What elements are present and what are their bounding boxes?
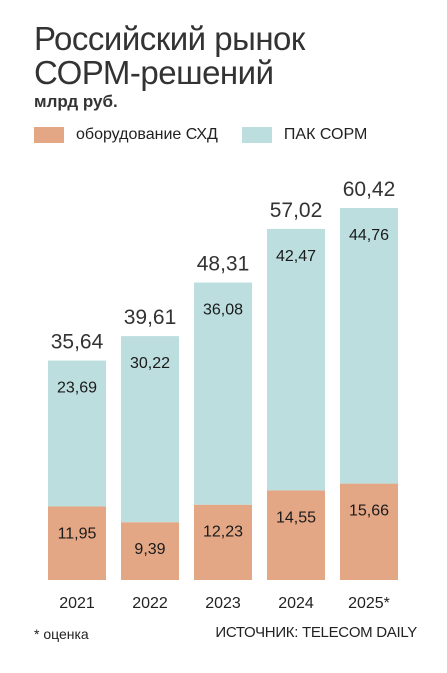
bar-segment [267,490,325,580]
bar-total-label: 39,61 [124,306,177,329]
bar-value-label: 30,22 [130,355,170,372]
bar-value-label: 12,23 [203,524,243,541]
source-label: ИСТОЧНИК: TELECOM DAILY [215,624,417,641]
legend-swatch-storage [34,127,64,143]
legend-label-sorm: ПАК СОРМ [283,126,368,143]
x-tick-label: 2025* [348,595,390,612]
bar-value-label: 44,76 [349,227,389,244]
bar-segment [48,506,106,580]
x-tick-label: 2021 [59,595,95,612]
bar-segment [121,336,179,523]
legend-swatch-sorm [241,127,272,143]
bar-segment [194,282,252,505]
bar-segment [340,208,398,484]
bar-value-label: 42,47 [276,248,316,265]
bar-total-label: 60,42 [343,178,396,201]
bar-segment [267,228,325,491]
legend-item-sorm: ПАК СОРМ [241,126,368,144]
bar-total-label: 48,31 [197,253,250,276]
bar-segment [121,522,179,580]
footnote: * оценка [34,626,89,642]
bar-value-label: 23,69 [57,380,97,397]
bar-segment [194,504,252,580]
legend: оборудование СХД ПАК СОРМ [34,126,381,144]
bar-segment [48,360,106,507]
legend-item-storage: оборудование СХД [34,126,218,144]
bar-total-label: 35,64 [51,331,104,354]
x-tick-label: 2023 [205,595,241,612]
x-tick-label: 2022 [132,595,168,612]
bar-value-label: 9,39 [134,541,165,558]
bar-total-label: 57,02 [270,199,323,222]
chart-unit: млрд руб. [34,92,118,111]
legend-label-storage: оборудование СХД [76,126,218,143]
x-tick-label: 2024 [278,595,314,612]
bar-segment [340,483,398,580]
bar-value-label: 11,95 [58,525,97,542]
chart-title: Российский рынок СОРМ-решений [34,20,305,91]
bar-value-label: 36,08 [203,302,243,319]
bar-value-label: 14,55 [276,509,316,526]
bar-value-label: 15,66 [349,503,389,520]
